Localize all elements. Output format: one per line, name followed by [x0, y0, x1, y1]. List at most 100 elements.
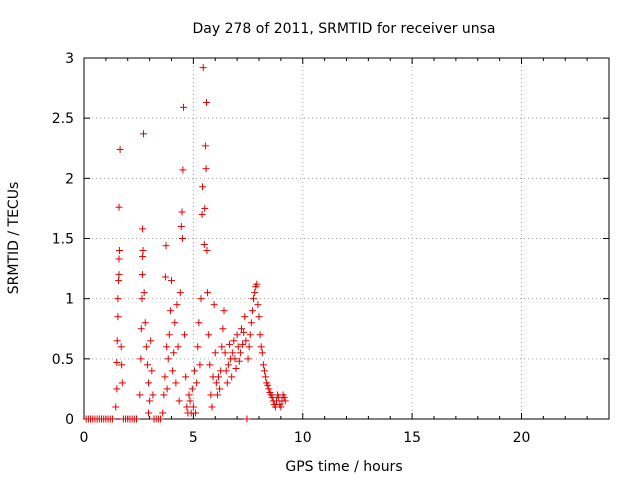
data-point: [178, 208, 186, 216]
data-point: [230, 337, 238, 345]
data-point: [236, 349, 244, 357]
data-point: [133, 415, 140, 423]
data-point: [182, 373, 190, 381]
data-point: [231, 355, 239, 363]
data-point: [117, 343, 125, 351]
data-point: [113, 385, 121, 393]
data-point: [114, 295, 122, 303]
x-tick-label: 10: [294, 430, 312, 446]
data-point: [148, 367, 156, 375]
data-point: [142, 343, 150, 351]
data-point: [115, 247, 123, 255]
data-point: [222, 367, 230, 375]
data-point: [137, 325, 145, 333]
x-tick-label: 5: [189, 430, 198, 446]
data-point: [192, 409, 200, 417]
data-point: [247, 319, 255, 327]
data-point: [197, 295, 205, 303]
data-point: [179, 166, 187, 174]
y-axis-label: SRMTID / TECUs: [6, 182, 22, 295]
data-point: [259, 361, 267, 369]
data-point: [246, 331, 254, 339]
data-point: [193, 379, 201, 387]
data-point: [220, 307, 228, 315]
data-point: [238, 325, 245, 333]
data-point: [221, 349, 229, 357]
data-point: [176, 289, 184, 297]
data-point: [170, 349, 178, 357]
y-tick-label: 1.5: [52, 232, 74, 248]
data-point: [265, 385, 273, 393]
data-point: [139, 247, 147, 255]
data-point: [161, 273, 169, 281]
data-point: [199, 64, 207, 72]
data-point: [177, 222, 185, 230]
data-point: [210, 301, 218, 309]
data-point: [280, 393, 288, 401]
data-point: [232, 364, 240, 372]
data-point: [244, 355, 252, 363]
data-point: [172, 379, 180, 387]
data-point: [257, 343, 265, 351]
data-point: [169, 367, 177, 375]
data-point: [173, 301, 181, 309]
data-point: [205, 331, 213, 339]
data-point: [116, 145, 124, 153]
data-point: [260, 367, 268, 375]
data-point: [239, 340, 247, 348]
x-axis-ticks: 0 5 10 15 20: [80, 58, 588, 446]
data-point: [190, 367, 198, 375]
data-point: [160, 391, 168, 399]
y-tick-label: 0: [65, 412, 74, 428]
data-point: [140, 289, 148, 297]
data-point: [202, 165, 210, 173]
data-point: [224, 361, 232, 369]
data-point: [243, 415, 251, 423]
data-point: [258, 349, 266, 357]
x-tick-label: 15: [403, 430, 421, 446]
data-point: [219, 325, 227, 333]
data-point: [185, 391, 193, 399]
y-tick-label: 1: [65, 292, 74, 308]
data-point: [223, 379, 231, 387]
data-point: [229, 349, 237, 357]
data-point: [163, 385, 171, 393]
data-points: [82, 64, 289, 423]
data-point: [183, 403, 191, 411]
data-point: [139, 253, 147, 261]
data-point: [277, 403, 285, 411]
data-point: [250, 295, 258, 303]
data-point: [138, 295, 146, 303]
data-point: [143, 361, 151, 369]
data-point: [201, 142, 209, 150]
x-tick-label: 0: [80, 430, 89, 446]
data-point: [174, 343, 182, 351]
data-point: [248, 307, 256, 315]
data-point: [147, 337, 155, 345]
data-point: [245, 343, 253, 351]
x-tick-label: 20: [513, 430, 531, 446]
data-point: [112, 403, 120, 411]
y-tick-label: 2: [65, 171, 74, 187]
data-point: [139, 225, 147, 233]
data-point: [114, 313, 122, 321]
data-point: [186, 397, 194, 405]
data-point: [108, 415, 116, 423]
grid: [84, 57, 609, 419]
data-point: [118, 361, 126, 369]
y-tick-label: 0.5: [52, 352, 74, 368]
data-point: [212, 379, 220, 387]
data-point: [181, 331, 189, 339]
data-point: [203, 99, 210, 107]
data-point: [166, 307, 174, 315]
data-point: [255, 313, 263, 321]
data-point: [136, 391, 144, 399]
data-point: [199, 183, 207, 191]
data-point: [115, 255, 123, 263]
data-point: [228, 373, 236, 381]
data-point: [163, 343, 171, 351]
data-point: [189, 403, 197, 411]
data-point: [225, 340, 233, 348]
data-point: [203, 247, 211, 255]
data-point: [137, 355, 145, 363]
